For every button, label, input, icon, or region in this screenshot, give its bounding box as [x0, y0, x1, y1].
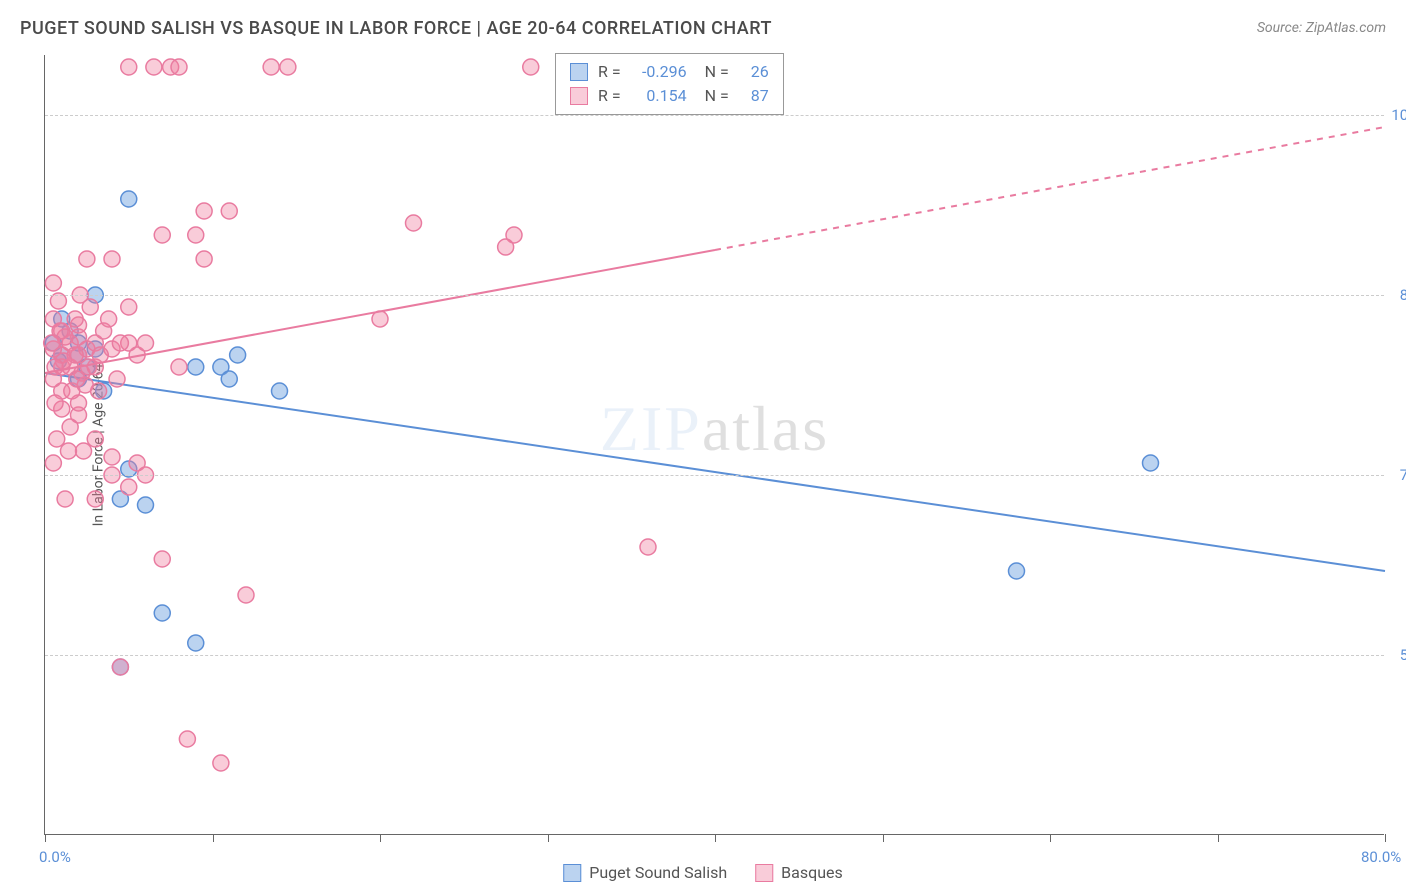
data-point [121, 59, 137, 75]
data-point [196, 251, 212, 267]
x-tick-label: 80.0% [1361, 848, 1401, 866]
data-point [640, 539, 656, 555]
legend-r-value: 0.154 [631, 84, 687, 108]
data-point [69, 371, 85, 387]
plot-svg [45, 55, 1384, 834]
trend-line [45, 373, 1385, 571]
data-point [221, 203, 237, 219]
data-point [154, 605, 170, 621]
data-point [498, 239, 514, 255]
legend-label: Basques [781, 863, 843, 882]
data-point [138, 335, 154, 351]
x-tick [715, 834, 716, 842]
grid-line [45, 475, 1384, 476]
data-point [45, 275, 61, 291]
data-point [523, 59, 539, 75]
data-point [57, 491, 73, 507]
data-point [1143, 455, 1159, 471]
legend-stat-row: R = 0.154 N = 87 [570, 84, 769, 108]
data-point [230, 347, 246, 363]
legend-n-label: N = [705, 60, 729, 84]
legend-swatch [570, 63, 588, 81]
data-point [238, 587, 254, 603]
x-tick [1050, 834, 1051, 842]
data-point [154, 551, 170, 567]
data-point [112, 659, 128, 675]
y-tick-label: 70.0% [1386, 466, 1406, 484]
stat-legend-box: R = -0.296 N = 26 R = 0.154 N = 87 [555, 53, 784, 115]
data-point [179, 731, 195, 747]
y-tick-label: 85.0% [1386, 286, 1406, 304]
x-tick-label: 0.0% [39, 848, 71, 866]
data-point [138, 497, 154, 513]
legend-swatch [755, 864, 773, 882]
data-point [67, 311, 83, 327]
series-legend: Puget Sound Salish Basques [563, 863, 843, 882]
data-point [62, 419, 78, 435]
data-point [76, 443, 92, 459]
grid-line [45, 115, 1384, 116]
data-point [121, 299, 137, 315]
legend-swatch [563, 864, 581, 882]
legend-n-label: N = [705, 84, 729, 108]
data-point [171, 59, 187, 75]
data-point [171, 359, 187, 375]
data-point [121, 191, 137, 207]
data-point [213, 755, 229, 771]
data-point [104, 251, 120, 267]
data-point [154, 227, 170, 243]
data-point [92, 347, 108, 363]
legend-n-value: 87 [739, 84, 769, 108]
legend-stat-row: R = -0.296 N = 26 [570, 60, 769, 84]
trend-line [45, 250, 715, 373]
data-point [121, 479, 137, 495]
y-tick-label: 100.0% [1386, 106, 1406, 124]
x-tick [213, 834, 214, 842]
grid-line [45, 655, 1384, 656]
x-tick [548, 834, 549, 842]
data-point [112, 335, 128, 351]
data-point [188, 227, 204, 243]
data-point [146, 59, 162, 75]
chart-title: PUGET SOUND SALISH VS BASQUE IN LABOR FO… [20, 18, 772, 39]
data-point [263, 59, 279, 75]
data-point [47, 395, 63, 411]
data-point [87, 431, 103, 447]
data-point [104, 449, 120, 465]
trend-line-dashed [715, 127, 1385, 250]
legend-item: Basques [755, 863, 843, 882]
data-point [87, 491, 103, 507]
data-point [406, 215, 422, 231]
data-point [101, 311, 117, 327]
legend-r-value: -0.296 [631, 60, 687, 84]
data-point [280, 59, 296, 75]
data-point [1009, 563, 1025, 579]
source-attribution: Source: ZipAtlas.com [1257, 20, 1386, 36]
data-point [188, 635, 204, 651]
legend-r-label: R = [598, 84, 621, 108]
data-point [79, 251, 95, 267]
x-tick [45, 834, 46, 842]
chart-plot-area: In Labor Force | Age 20-64 ZIPatlas R =-… [44, 55, 1384, 835]
data-point [44, 335, 60, 351]
data-point [49, 431, 65, 447]
x-tick [1218, 834, 1219, 842]
y-tick-label: 55.0% [1386, 646, 1406, 664]
data-point [45, 455, 61, 471]
data-point [188, 359, 204, 375]
x-tick [1385, 834, 1386, 842]
x-tick [883, 834, 884, 842]
grid-line [45, 295, 1384, 296]
legend-item: Puget Sound Salish [563, 863, 727, 882]
data-point [109, 371, 125, 387]
data-point [60, 443, 76, 459]
legend-n-value: 26 [739, 60, 769, 84]
legend-swatch [570, 87, 588, 105]
legend-r-label: R = [598, 60, 621, 84]
data-point [221, 371, 237, 387]
data-point [272, 383, 288, 399]
x-tick [380, 834, 381, 842]
legend-label: Puget Sound Salish [589, 863, 727, 882]
data-point [196, 203, 212, 219]
